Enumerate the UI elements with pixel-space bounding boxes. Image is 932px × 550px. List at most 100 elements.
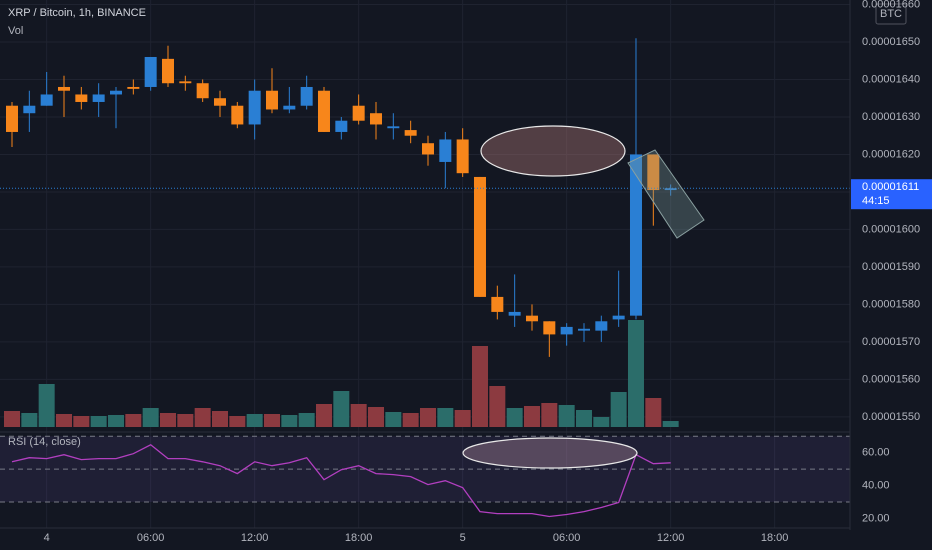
rsi-title: RSI (14, close)	[8, 436, 81, 448]
candle-body	[525, 315, 538, 322]
candle-body	[560, 326, 573, 335]
x-tick-label: 12:00	[657, 532, 685, 544]
x-tick-label: 18:00	[345, 532, 373, 544]
x-tick-label: 4	[44, 532, 50, 544]
candle-body	[664, 188, 677, 191]
volume-bar	[125, 414, 142, 427]
y-tick-label: 0.00001630	[862, 111, 920, 123]
volume-bar	[194, 408, 211, 427]
candle-body	[213, 98, 226, 106]
volume-bar	[645, 398, 662, 427]
volume-bar	[558, 405, 575, 427]
rsi-tick-label: 20.00	[862, 512, 890, 524]
rsi-tick-label: 60.00	[862, 447, 890, 459]
volume-bar	[610, 392, 627, 427]
ellipse-drawing	[480, 125, 626, 177]
volume-bar	[437, 408, 454, 427]
volume-bar	[211, 411, 228, 427]
candle-body	[543, 321, 556, 335]
last-price-label: 0.00001611	[862, 181, 919, 193]
candle-body	[335, 120, 348, 132]
candle-body	[6, 105, 18, 132]
volume-bar	[471, 346, 488, 427]
volume-bar	[73, 416, 90, 427]
volume-bar	[367, 407, 384, 427]
currency: BTC	[880, 8, 902, 20]
y-tick-label: 0.00001570	[862, 336, 920, 348]
candle-body	[629, 154, 642, 316]
volume-bar	[142, 408, 159, 427]
candle-body	[179, 81, 192, 84]
rectangle-drawing	[627, 149, 705, 239]
rsi-pane	[0, 435, 850, 518]
candle-body	[283, 105, 296, 110]
volume-bar	[402, 413, 419, 427]
currency-box[interactable]	[875, 3, 907, 25]
candle-body	[491, 296, 504, 312]
volume-pane	[4, 320, 679, 427]
rsi-line	[11, 444, 671, 518]
candle-body	[57, 86, 70, 91]
candle-body	[144, 56, 157, 87]
candle-body	[473, 176, 486, 297]
y-tick-label: 0.00001560	[862, 373, 920, 385]
volume-bar	[21, 413, 38, 427]
candle-body	[647, 154, 660, 191]
candle-body	[161, 58, 174, 84]
volume-bar	[107, 415, 124, 427]
volume-bar	[593, 417, 610, 427]
volume-bar	[281, 415, 298, 427]
candle-body	[404, 130, 417, 136]
candle-body	[248, 90, 261, 125]
x-tick-label: 5	[460, 532, 466, 544]
volume-bar	[489, 386, 506, 427]
candle-body	[352, 105, 365, 121]
countdown: 44:15	[862, 195, 890, 207]
candle-body	[300, 86, 313, 106]
candle-body	[23, 105, 36, 114]
candle-body	[612, 315, 625, 320]
candle-body	[127, 86, 140, 89]
volume-label: Vol	[8, 25, 23, 37]
grid	[0, 0, 850, 528]
volume-bar	[523, 406, 540, 427]
candle-body	[317, 90, 330, 132]
volume-bar	[246, 414, 263, 427]
volume-bar	[541, 403, 558, 427]
candle-body	[387, 126, 400, 129]
volume-bar	[662, 421, 679, 427]
chart-title: XRP / Bitcoin, 1h, BINANCE	[8, 7, 146, 19]
candle-body	[265, 90, 278, 110]
candle-body	[439, 139, 452, 162]
y-tick-label: 0.00001600	[862, 223, 920, 235]
drawings	[462, 125, 705, 469]
candle-body	[109, 90, 122, 95]
x-tick-label: 18:00	[761, 532, 789, 544]
volume-bar	[90, 416, 107, 427]
volume-bar	[229, 416, 246, 427]
last-price-box	[851, 179, 932, 210]
x-tick-label: 06:00	[553, 532, 581, 544]
y-tick-label: 0.00001650	[862, 36, 920, 48]
ellipse-drawing	[462, 437, 638, 469]
volume-bar	[263, 414, 280, 427]
volume-bar	[159, 413, 176, 427]
volume-bar	[298, 413, 315, 427]
volume-bar	[627, 320, 644, 427]
volume-bar	[315, 404, 332, 427]
candle-body	[231, 105, 244, 125]
candle-body	[196, 83, 209, 99]
volume-bar	[350, 404, 367, 427]
y-tick-label: 0.00001550	[862, 411, 920, 423]
candle-body	[92, 94, 105, 102]
candle-body	[75, 94, 88, 102]
candle-body	[595, 321, 608, 331]
volume-bar	[177, 414, 194, 427]
y-tick-label: 0.00001640	[862, 73, 920, 85]
y-tick-label: 0.00001660	[862, 0, 920, 10]
volume-bar	[4, 411, 20, 427]
candle-body	[508, 311, 521, 316]
x-tick-label: 06:00	[137, 532, 165, 544]
